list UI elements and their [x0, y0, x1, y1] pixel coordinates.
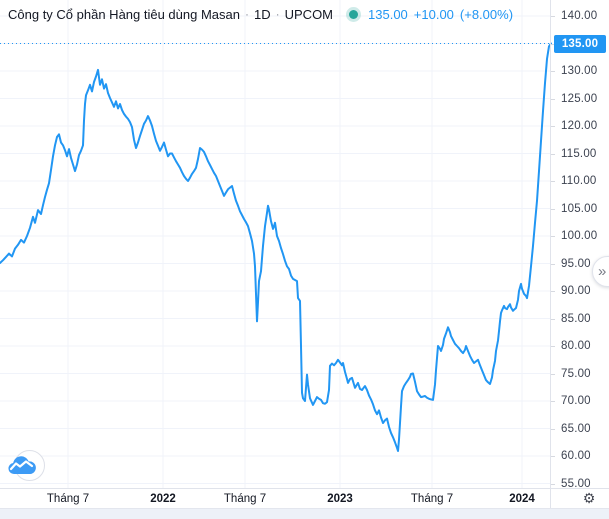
price-scale-label: 80.00 [561, 340, 591, 352]
quote-values: 135.00 +10.00 (+8.00%) [368, 7, 513, 22]
price-scale-tick [551, 346, 555, 347]
price-scale-label: 140.00 [561, 10, 598, 22]
price-scale-tick [551, 291, 555, 292]
axis-corner-divider [550, 489, 551, 509]
time-scale-label: Tháng 7 [46, 492, 90, 505]
symbol-legend: Công ty Cổ phần Hàng tiêu dùng Masan · 1… [8, 4, 513, 24]
bottom-toolbar-strip [0, 508, 609, 519]
price-scale-label: 55.00 [561, 477, 591, 490]
price-scale-tick [551, 428, 555, 430]
last-price-badge: 135.00 [554, 34, 606, 53]
last-price-value: 135.00 [368, 6, 408, 22]
time-scale-label: 2023 [327, 492, 353, 505]
price-scale-label: 100.00 [561, 230, 598, 242]
price-scale-tick [551, 126, 555, 127]
time-scale-label: 2022 [150, 492, 176, 505]
price-scale-tick [551, 181, 555, 182]
price-scale-label: 60.00 [561, 450, 591, 462]
price-scale-label: 85.00 [561, 312, 591, 325]
price-scale-label: 110.00 [561, 175, 597, 187]
price-change-value: +10.00 [413, 6, 454, 22]
symbol-title[interactable]: Công ty Cổ phần Hàng tiêu dùng Masan [8, 6, 240, 22]
price-scale-tick [551, 208, 555, 210]
cloud-chart-logo-icon [8, 456, 36, 475]
price-line-series [0, 42, 552, 452]
vertical-gridlines [67, 0, 523, 488]
price-change-percent: (+8.00%) [459, 6, 514, 22]
price-scale-axis[interactable]: 140.00 135.00 130.00 125.00 120.00 115.00 110.… [550, 0, 609, 490]
watermark-logo-button[interactable] [4, 448, 50, 484]
separator-dot: · [245, 7, 249, 21]
price-scale-tick [551, 263, 555, 265]
time-scale-axis[interactable]: Tháng 7 2022 Tháng 7 2023 Tháng 7 2024 [0, 488, 609, 509]
last-price-badge-value: 135.00 [561, 37, 599, 50]
price-scale-tick [551, 236, 555, 237]
price-scale-tick [551, 71, 555, 72]
price-scale-tick [551, 483, 555, 485]
price-scale-label: 130.00 [561, 65, 598, 77]
price-scale-tick [551, 43, 555, 45]
market-status-dot-icon [349, 9, 359, 19]
price-scale-label: 105.00 [561, 202, 598, 215]
time-scale-label: Tháng 7 [410, 492, 454, 505]
price-scale-label: 70.00 [561, 395, 591, 407]
price-scale-tick [551, 16, 555, 17]
price-chart[interactable] [0, 0, 609, 488]
price-scale-tick [551, 373, 555, 375]
price-scale-label: 75.00 [561, 367, 591, 380]
exchange-label[interactable]: UPCOM [284, 6, 334, 22]
price-scale-label: 125.00 [561, 92, 598, 105]
price-scale-label: 120.00 [561, 120, 598, 132]
double-chevron-right-icon: » [598, 263, 607, 280]
gear-icon: ⚙ [582, 491, 596, 507]
price-scale-label: 95.00 [561, 257, 591, 270]
price-scale-tick [551, 401, 555, 402]
price-scale-tick [551, 98, 555, 100]
horizontal-gridlines [0, 15, 550, 484]
price-scale-label: 115.00 [561, 147, 597, 160]
price-scale-tick [551, 318, 555, 320]
timescale-settings-button[interactable]: ⚙ [578, 491, 600, 507]
price-scale-tick [551, 456, 555, 457]
interval-label[interactable]: 1D [254, 6, 271, 22]
price-scale-label: 65.00 [561, 422, 591, 435]
time-scale-label: 2024 [509, 492, 535, 505]
separator-dot: · [275, 7, 280, 21]
price-scale-tick [551, 153, 555, 155]
price-scale-label: 90.00 [561, 285, 591, 297]
time-scale-label: Tháng 7 [223, 492, 267, 505]
